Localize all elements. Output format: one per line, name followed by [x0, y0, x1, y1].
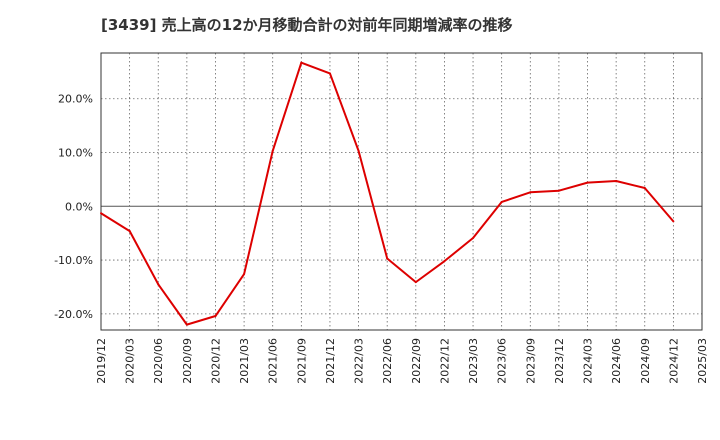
x-tick-label: 2022/03 [353, 338, 366, 384]
x-tick-label: 2024/12 [667, 338, 680, 384]
data-point [672, 220, 675, 223]
x-tick-label: 2024/06 [610, 338, 623, 384]
y-tick-label: 10.0% [58, 147, 93, 160]
x-tick-label: 2021/12 [324, 338, 337, 384]
series-layer [100, 61, 675, 326]
chart-title: [3439] 売上高の12か月移動合計の対前年同期増減率の推移 [101, 16, 513, 34]
data-point [615, 180, 618, 183]
x-tick-label: 2019/12 [95, 338, 108, 384]
data-point [300, 61, 303, 64]
x-tick-label: 2023/03 [467, 338, 480, 384]
x-tick-label: 2021/03 [238, 338, 251, 384]
x-tick-label: 2023/09 [524, 338, 537, 384]
y-tick-label: 20.0% [58, 93, 93, 106]
x-tick-label: 2024/03 [582, 338, 595, 384]
data-point [128, 230, 131, 233]
data-point [414, 281, 417, 284]
y-tick-label: -20.0% [54, 308, 93, 321]
y-axis-ticks: 20.0% 10.0% 0.0% -10.0% -20.0% [54, 93, 93, 321]
x-tick-label: 2020/12 [209, 338, 222, 384]
plot-area-frame [100, 52, 703, 331]
data-point [243, 273, 246, 276]
x-tick-label: 2024/09 [639, 338, 652, 384]
y-tick-label: -10.0% [54, 254, 93, 267]
data-point [185, 323, 188, 326]
x-tick-label: 2023/12 [553, 338, 566, 384]
y-tick-label: 0.0% [65, 200, 93, 213]
data-point [386, 257, 389, 260]
data-point [271, 149, 274, 152]
x-tick-label: 2022/06 [381, 338, 394, 384]
x-tick-label: 2020/03 [124, 338, 137, 384]
x-tick-label: 2020/09 [181, 338, 194, 384]
data-point [472, 237, 475, 240]
x-tick-label: 2021/09 [295, 338, 308, 384]
data-point [443, 260, 446, 263]
x-tick-label: 2025/03 [696, 338, 709, 384]
grid-lines [101, 53, 702, 330]
data-point [100, 212, 102, 215]
x-tick-label: 2023/06 [496, 338, 509, 384]
x-tick-label: 2021/06 [267, 338, 280, 384]
x-tick-label: 2022/12 [438, 338, 451, 384]
data-point [557, 189, 560, 192]
data-point [357, 149, 360, 152]
data-point [157, 283, 160, 286]
x-tick-label: 2022/09 [410, 338, 423, 384]
data-point [529, 191, 532, 194]
x-tick-label: 2020/06 [152, 338, 165, 384]
data-point [500, 200, 503, 203]
data-point [214, 315, 217, 318]
data-point [643, 187, 646, 190]
x-axis-ticks: 2019/12 2020/03 2020/06 2020/09 2020/12 2021/… [95, 338, 709, 384]
data-point [586, 181, 589, 184]
data-point [328, 72, 331, 75]
